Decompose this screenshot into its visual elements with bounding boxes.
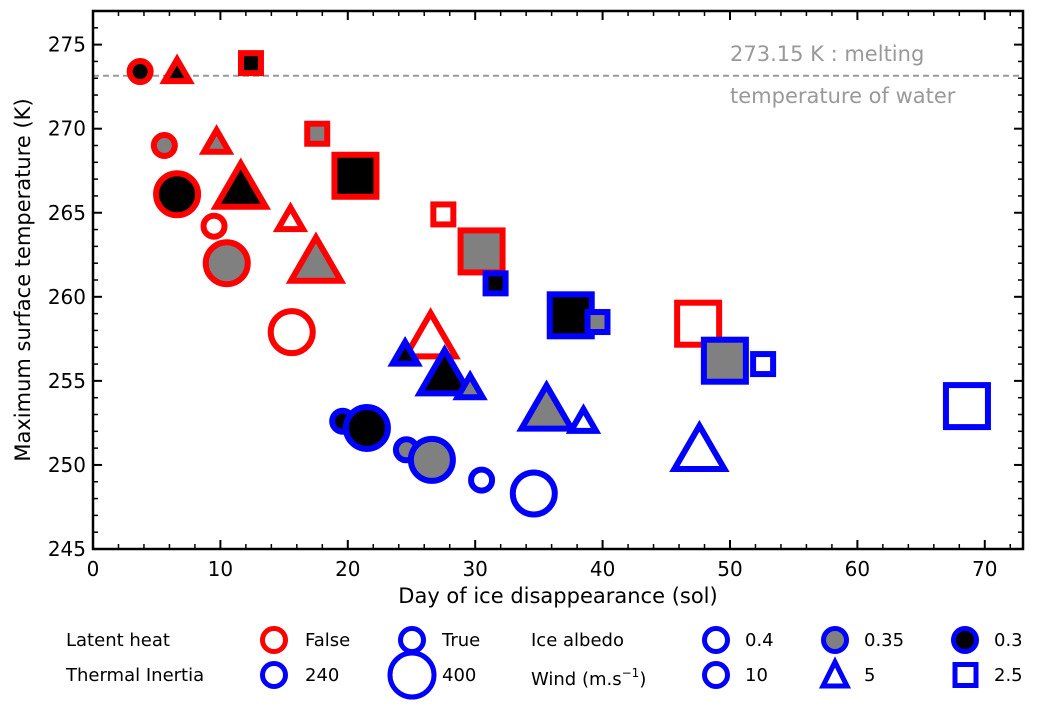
legend-latent-true-label: True bbox=[441, 630, 480, 651]
legend-albedo-03-marker bbox=[951, 626, 979, 654]
data-point-false-ti240-wind10 bbox=[150, 132, 178, 159]
data-point-false-ti240-wind10 bbox=[126, 58, 154, 86]
x-axis-label: Day of ice disappearance (sol) bbox=[398, 584, 717, 608]
y-tick-label: 245 bbox=[48, 537, 86, 561]
data-point-false-ti240-wind10 bbox=[200, 212, 228, 240]
legend-latent-true-marker bbox=[398, 626, 426, 654]
data-point-true-ti400-wind5 bbox=[414, 344, 475, 397]
legend-ti-240-label: 240 bbox=[305, 665, 339, 686]
legend: Latent heat Thermal Inertia False True 2… bbox=[65, 626, 1023, 700]
legend-wind-25-marker bbox=[952, 662, 979, 688]
reference-label-line1: 273.15 K : melting bbox=[730, 42, 924, 66]
y-tick-label: 275 bbox=[48, 33, 86, 57]
data-point-true-ti400-wind10 bbox=[407, 435, 456, 484]
y-tick-label: 250 bbox=[48, 453, 86, 477]
legend-ice-albedo-label: Ice albedo bbox=[531, 630, 624, 651]
data-point-false-ti240-wind2_5 bbox=[430, 201, 457, 228]
x-tick-label: 50 bbox=[717, 557, 742, 581]
legend-ti-400-marker bbox=[387, 650, 437, 700]
y-tick-label: 255 bbox=[48, 369, 86, 393]
legend-wind-25-label: 2.5 bbox=[994, 665, 1023, 686]
legend-albedo-035-label: 0.35 bbox=[864, 630, 904, 651]
y-tick-label: 260 bbox=[48, 285, 86, 309]
data-point-true-ti400-wind2_5 bbox=[942, 382, 991, 431]
x-tick-label: 20 bbox=[335, 557, 360, 581]
data-point-false-ti400-wind2_5 bbox=[457, 227, 506, 276]
data-point-true-ti400-wind5 bbox=[669, 419, 730, 473]
reference-label-line2: temperature of water bbox=[730, 84, 956, 108]
legend-albedo-03-label: 0.3 bbox=[994, 630, 1023, 651]
data-point-true-ti400-wind5 bbox=[516, 379, 577, 432]
data-point-true-ti400-wind10 bbox=[342, 403, 391, 452]
x-tick-label: 0 bbox=[87, 557, 100, 581]
data-point-false-ti400-wind10 bbox=[202, 239, 251, 288]
x-tick-label: 30 bbox=[462, 557, 487, 581]
legend-albedo-04-label: 0.4 bbox=[745, 630, 774, 651]
x-tick-label: 60 bbox=[845, 557, 870, 581]
legend-albedo-04-marker bbox=[702, 626, 730, 654]
data-point-true-ti240-wind10 bbox=[468, 466, 496, 494]
legend-albedo-035-marker bbox=[821, 626, 849, 654]
data-point-false-ti240-wind5 bbox=[159, 53, 195, 85]
legend-ti-240-marker bbox=[260, 661, 288, 689]
data-point-true-ti400-wind10 bbox=[509, 469, 558, 518]
y-tick-label: 270 bbox=[48, 117, 86, 141]
data-point-false-ti240-wind2_5 bbox=[304, 120, 331, 147]
x-tick-label: 40 bbox=[590, 557, 615, 581]
x-tick-label: 70 bbox=[972, 557, 997, 581]
legend-latent-heat-label: Latent heat bbox=[66, 630, 170, 651]
data-point-false-ti400-wind2_5 bbox=[331, 151, 380, 200]
axis-ticks: 0 10 20 30 40 50 60 70 245 250 255 260 265 270 275 bbox=[48, 10, 1023, 581]
data-point-true-ti240-wind2_5 bbox=[750, 351, 777, 378]
data-point-false-ti240-wind5 bbox=[198, 124, 235, 155]
legend-latent-false-marker bbox=[260, 626, 288, 654]
y-axis-label: Maximum surface temperature (K) bbox=[11, 98, 35, 461]
data-point-false-ti400-wind5 bbox=[285, 231, 347, 284]
legend-wind-5-marker bbox=[818, 656, 852, 689]
x-tick-label: 10 bbox=[208, 557, 233, 581]
data-markers bbox=[126, 50, 991, 518]
data-point-true-ti240-wind5 bbox=[452, 369, 488, 401]
legend-wind-label: Wind (m.s−1) bbox=[531, 666, 646, 690]
data-point-true-ti240-wind5 bbox=[565, 403, 602, 434]
legend-wind-10-label: 10 bbox=[745, 665, 768, 686]
data-point-true-ti240-wind2_5 bbox=[482, 270, 509, 297]
data-point-false-ti400-wind10 bbox=[153, 170, 202, 219]
legend-latent-false-label: False bbox=[305, 630, 350, 651]
data-point-true-ti400-wind2_5 bbox=[700, 336, 749, 385]
data-point-true-ti240-wind2_5 bbox=[584, 309, 611, 336]
data-point-false-ti400-wind5 bbox=[210, 157, 271, 210]
data-point-false-ti400-wind10 bbox=[267, 308, 316, 357]
data-point-false-ti240-wind5 bbox=[272, 201, 309, 233]
data-point-false-ti400-wind5 bbox=[400, 307, 461, 360]
y-tick-label: 265 bbox=[48, 201, 86, 225]
legend-ti-400-label: 400 bbox=[442, 665, 476, 686]
legend-wind-5-label: 5 bbox=[864, 665, 875, 686]
data-point-false-ti240-wind2_5 bbox=[237, 50, 264, 77]
legend-thermal-inertia-label: Thermal Inertia bbox=[65, 665, 204, 686]
data-point-true-ti240-wind5 bbox=[387, 335, 423, 367]
legend-wind-10-marker bbox=[702, 661, 730, 689]
